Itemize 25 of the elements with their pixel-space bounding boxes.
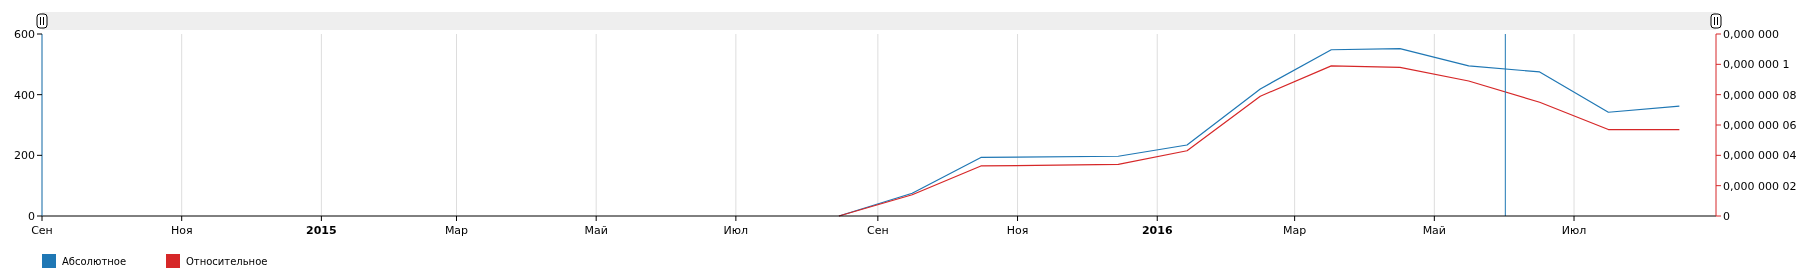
x-tick-label: Мар (1283, 224, 1307, 237)
x-tick-label: Ноя (1006, 224, 1029, 237)
x-tick-label: Мар (444, 224, 469, 237)
x-tick-label: Май (1422, 224, 1447, 237)
x-tick-label: Июл (1561, 224, 1587, 237)
y-tick-label: 400 (14, 88, 35, 102)
y-tick-label: 0 (28, 210, 35, 223)
y-tick-label: 600 (14, 28, 35, 41)
y2-tick-label: 0,000 000 (1723, 28, 1779, 41)
y2-tick-label: 0,000 000 04 (1723, 149, 1797, 163)
y2-tick-label: 0,000 000 08 (1723, 88, 1797, 102)
y2-tick-label: 0,000 000 1 (1723, 58, 1790, 72)
x-tick-label: Сен (867, 224, 889, 237)
legend-label: Относительное (186, 256, 268, 267)
x-tick-label: Май (584, 224, 608, 237)
x-tick-label: Ноя (170, 224, 193, 237)
legend-label: Абсолютное (62, 256, 127, 267)
x-tick-label: Июл (723, 224, 749, 237)
y2-tick-label: 0,000 000 06 (1723, 119, 1797, 132)
x-tick-label: 2016 (1141, 224, 1173, 237)
x-tick-label: 2015 (306, 224, 337, 237)
y-tick-label: 200 (14, 149, 35, 163)
x-tick-label: Сен (31, 224, 53, 237)
y2-tick-label: 0,000 000 02 (1723, 179, 1797, 193)
y2-tick-label: 0 (1723, 210, 1730, 223)
